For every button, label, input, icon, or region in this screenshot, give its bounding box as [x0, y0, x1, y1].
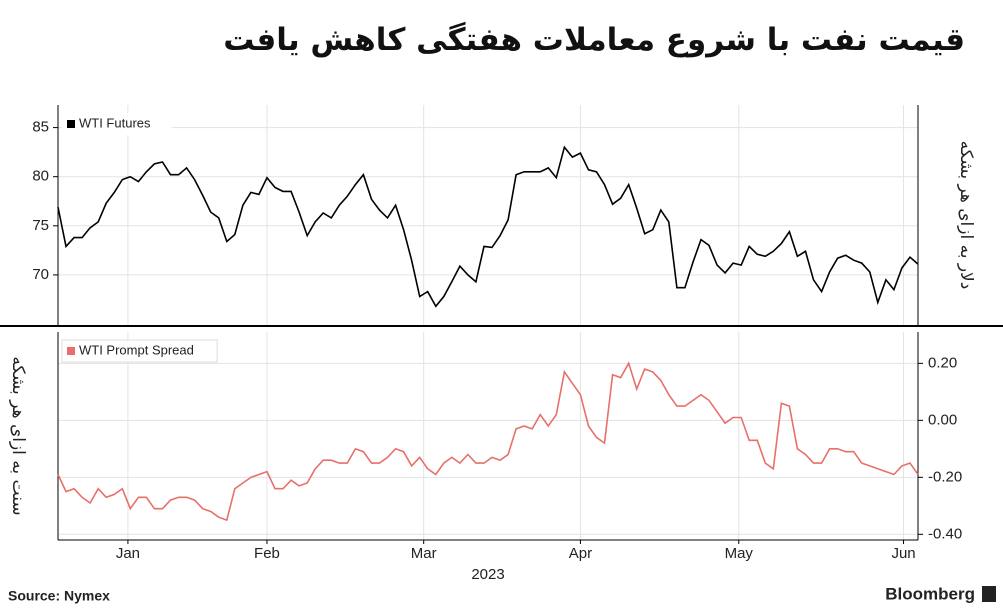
legend-box — [61, 339, 218, 363]
series-line — [57, 361, 919, 522]
legend-label: WTI Prompt Spread — [79, 342, 194, 357]
legend-swatch — [67, 120, 75, 128]
legend-box — [62, 113, 172, 135]
x-tick-label: Jan — [116, 545, 140, 562]
y-tick-label: 0.00 — [928, 411, 957, 428]
y-tick-label: -0.40 — [928, 525, 962, 542]
x-tick-label: Apr — [569, 545, 592, 562]
legend-label: WTI Futures — [79, 115, 151, 130]
y-axis-label: دلار به ازای هر بشکه — [956, 141, 976, 290]
y-tick-label: 70 — [32, 266, 49, 283]
y-axis-label: سنت به ازای هر بشکه — [8, 356, 28, 515]
y-tick-label: 0.20 — [928, 354, 957, 371]
y-tick-label: 75 — [32, 217, 49, 234]
y-tick-label: 80 — [32, 168, 49, 185]
y-tick-label: -0.20 — [928, 468, 962, 485]
x-tick-label: Feb — [254, 545, 280, 562]
source: Source: Nymex — [8, 588, 110, 604]
brand: Bloomberg — [885, 584, 975, 603]
x-tick-label: Jun — [891, 545, 915, 562]
x-tick-label: Mar — [411, 545, 437, 562]
series-line — [57, 145, 919, 308]
y-tick-label: 85 — [32, 119, 49, 136]
brand-icon — [982, 586, 996, 602]
x-tick-label: May — [725, 545, 754, 562]
x-axis-label: 2023 — [471, 566, 504, 583]
chart-title: قیمت نفت با شروع معاملات هفتگی کاهش یافت — [223, 22, 965, 58]
legend-swatch — [67, 347, 75, 355]
